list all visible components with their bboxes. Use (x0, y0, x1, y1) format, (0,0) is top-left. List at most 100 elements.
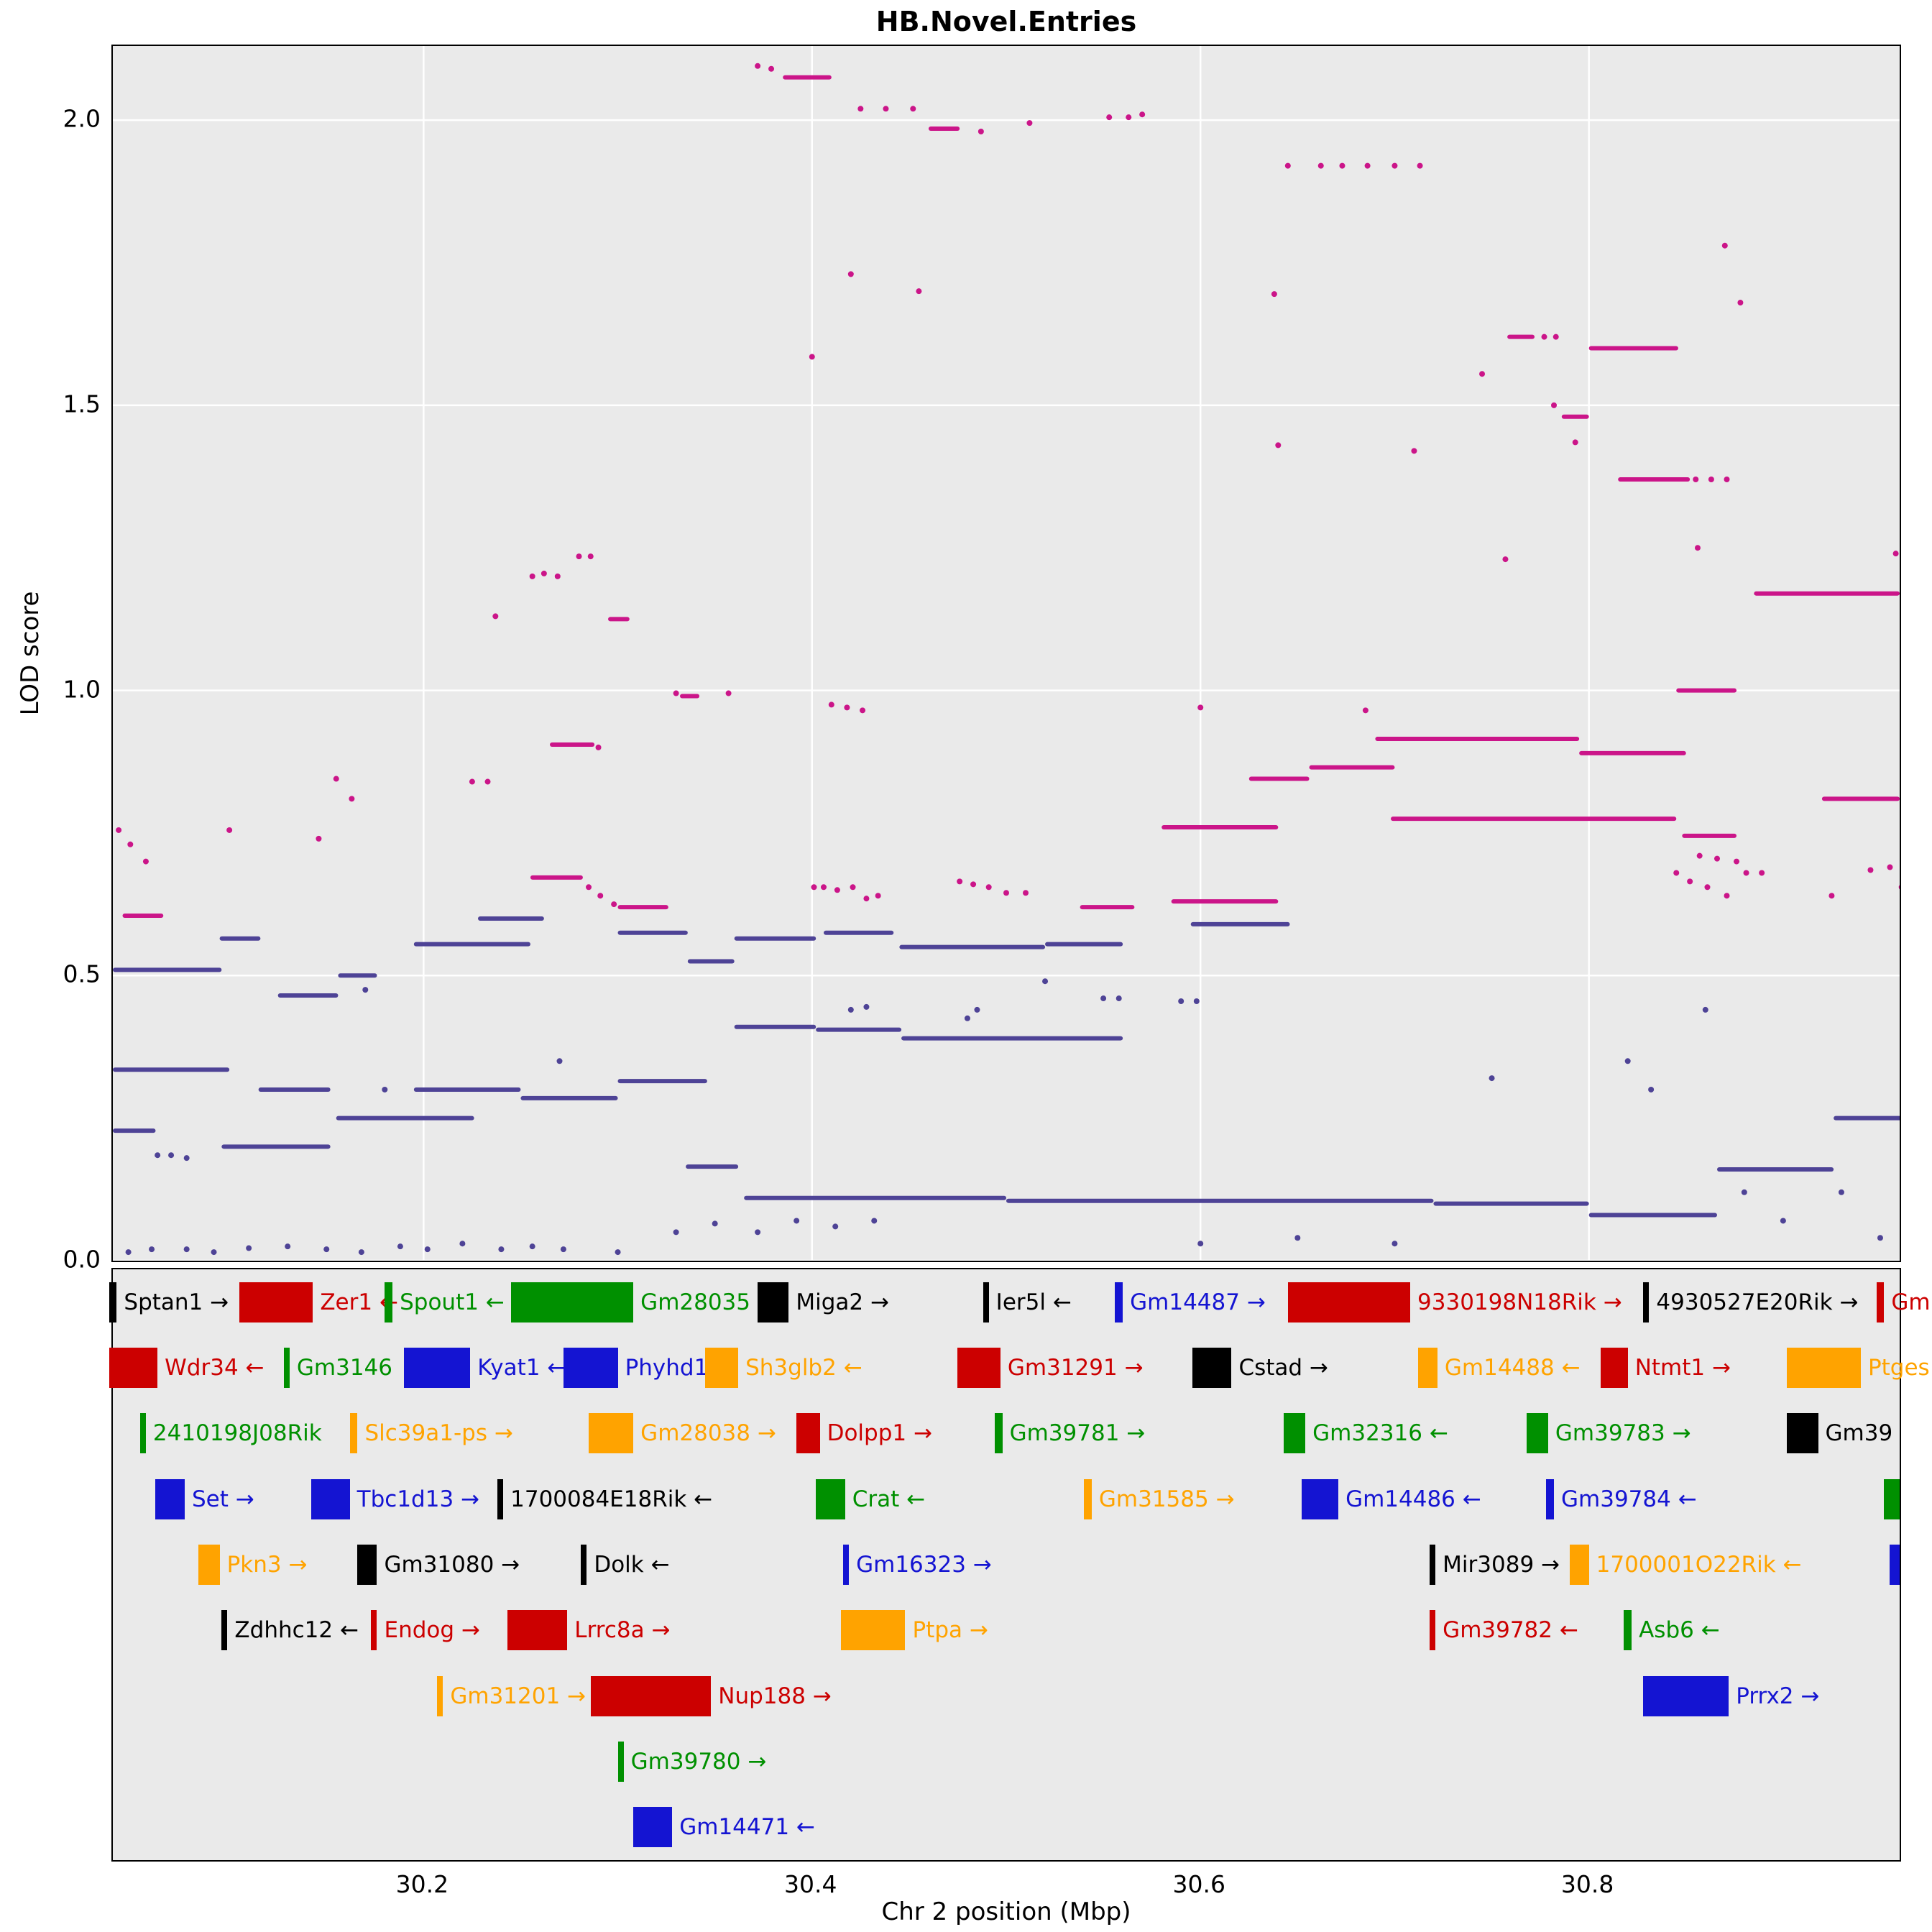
lod-points-high-point (1411, 448, 1417, 454)
lod-points-low-segment (734, 1024, 816, 1029)
lod-points-high-segment (1375, 737, 1580, 742)
lod-points-low-point (1780, 1218, 1786, 1224)
lod-points-high-point (554, 573, 561, 579)
gene-rect-Prrx2 (1643, 1675, 1729, 1716)
lod-points-high-point (1275, 442, 1282, 448)
lod-points-high-segment (549, 742, 595, 747)
gene-rect-Ntmt1 (1600, 1348, 1628, 1388)
gene-label-Gm31291: Gm31291 → (1007, 1355, 1144, 1381)
gene-rect-2410198J08Rik (139, 1413, 146, 1454)
lod-points-low-point (459, 1241, 466, 1247)
lod-points-high-point (860, 707, 866, 714)
lod-points-low-segment (816, 1027, 902, 1032)
gene-rect-Gm134 (1876, 1282, 1885, 1322)
lod-points-high-point (1892, 551, 1899, 557)
lod-points-high-point (1696, 852, 1703, 859)
lod-points-high-point (1687, 878, 1693, 885)
gene-rect-Ptges (1787, 1348, 1861, 1388)
lod-points-low-point (155, 1152, 161, 1159)
lod-points-high-segment (1391, 816, 1677, 822)
lod-points-high-point (116, 827, 122, 833)
lod-points-high-point (484, 778, 491, 785)
lod-points-low-point (1100, 995, 1107, 1002)
x-tick-label: 30.6 (1172, 1870, 1225, 1898)
lod-points-high-segment (1162, 824, 1279, 829)
gene-label-Gm31201: Gm31201 → (450, 1683, 586, 1709)
lod-points-low-point (1116, 995, 1122, 1002)
lod-points-high-point (529, 573, 535, 579)
lod-points-low-point (246, 1245, 252, 1251)
lod-points-high-segment (1682, 833, 1737, 838)
gene-label-Nup188: Nup188 → (718, 1683, 832, 1709)
lod-points-low-point (323, 1246, 330, 1253)
gene-rect-Spout1 (385, 1282, 393, 1322)
gene-rect-Mir3089 (1430, 1545, 1436, 1585)
y-tick-label: 1.5 (63, 390, 101, 418)
lod-points-high-point (1887, 864, 1893, 870)
lod-points-high-point (834, 887, 840, 893)
lod-points-high-point (142, 858, 149, 865)
lod-points-low-point (712, 1220, 718, 1227)
lod-points-low-point (615, 1249, 621, 1256)
gene-label-Gm39780: Gm39780 → (630, 1749, 767, 1775)
lod-points-low-segment (113, 967, 222, 972)
gene-label-Crat: Crat ← (852, 1486, 926, 1512)
lod-points-high-segment (530, 875, 583, 880)
gene-label-Gm39782: Gm39782 ← (1443, 1617, 1578, 1644)
lod-points-low-point (1392, 1241, 1398, 1247)
lod-points-high-point (597, 893, 604, 899)
gene-label-2410198J08Rik: 2410198J08Rik (152, 1420, 322, 1447)
lod-points-high-segment (1618, 477, 1690, 482)
lod-points-low-point (871, 1218, 878, 1224)
gene-label-Slc39a1-ps: Slc39a1-ps → (364, 1420, 513, 1447)
gene-label-Gm39783: Gm39783 → (1555, 1420, 1691, 1447)
lod-points-low-point (149, 1246, 155, 1253)
lod-points-low-point (1489, 1075, 1495, 1082)
lod-scatter-svg (113, 46, 1900, 1261)
lod-points-high-point (1364, 162, 1371, 169)
gene-label-Tbc1d13: Tbc1d13 → (356, 1486, 479, 1512)
gene-rect-Gm39 (1787, 1413, 1818, 1454)
gene-rect-Wdr34 (109, 1348, 158, 1388)
gene-label-Gm134: Gm134 (1891, 1289, 1932, 1315)
lod-points-low-point (529, 1243, 535, 1250)
lod-points-low-point (183, 1155, 190, 1162)
lod-points-high-segment (783, 75, 832, 80)
lod-points-low-segment (413, 1087, 521, 1092)
lod-points-high-point (1572, 439, 1578, 446)
gene-rect-Gm16323 (843, 1545, 850, 1585)
x-axis-title: Chr 2 position (Mbp) (881, 1898, 1131, 1926)
gene-rect-Gm39783 (1527, 1413, 1548, 1454)
lod-points-high-point (127, 841, 134, 847)
y-tick-label: 0.0 (63, 1245, 101, 1274)
lod-points-high-segment (608, 617, 630, 622)
gene-label-Asb6: Asb6 ← (1639, 1617, 1720, 1644)
gene-rect-Endog (371, 1610, 377, 1651)
lod-points-high-point (349, 796, 355, 802)
lod-points-high-point (492, 613, 499, 620)
lod-points-low-segment (219, 936, 261, 941)
chart-title: HB.Novel.Entries (875, 6, 1137, 37)
lod-points-high-point (863, 896, 870, 902)
gene-label-Gm39: Gm39 (1825, 1420, 1893, 1447)
lod-points-high-point (820, 884, 827, 891)
lod-points-low-point (847, 1006, 854, 1013)
gene-rect-Gm31201 (437, 1675, 443, 1716)
lod-points-high-point (828, 702, 834, 708)
gene-label-Miga2: Miga2 → (796, 1289, 889, 1315)
lod-points-low-point (211, 1249, 217, 1256)
gene-rect-Nup188 (590, 1675, 712, 1716)
lod-points-low-segment (113, 1067, 230, 1072)
lod-points-low-segment (734, 936, 816, 941)
lod-points-low-segment (221, 1144, 331, 1149)
gene-rect-Ier5l (983, 1282, 989, 1322)
lod-points-high-point (970, 881, 977, 888)
gene-rect-4930527E20Rik (1643, 1282, 1650, 1322)
lod-points-high-point (857, 106, 864, 112)
lod-points-low-segment (617, 1079, 707, 1084)
lod-points-low-segment (1716, 1167, 1834, 1172)
gene-label-Gm14471: Gm14471 ← (679, 1814, 815, 1841)
gene-rect-Kyat1 (404, 1348, 471, 1388)
lod-points-low-segment (687, 959, 735, 964)
gene-rect-Phyhd1 (563, 1348, 618, 1388)
